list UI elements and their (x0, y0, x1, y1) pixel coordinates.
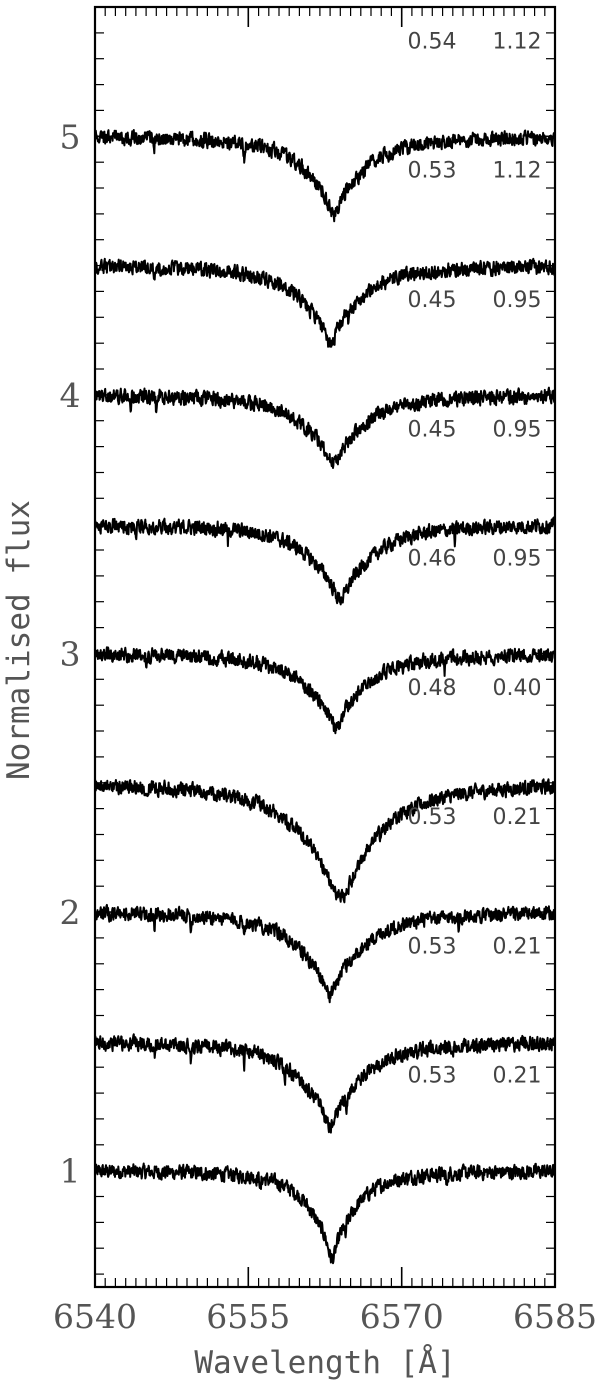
annotation-value: 0.95 (493, 417, 542, 442)
annotation-phase: 0.45 (408, 288, 457, 313)
y-tick-label: 3 (60, 635, 81, 674)
spectrum-line (94, 129, 556, 223)
annotation-value: 0.21 (493, 1064, 542, 1089)
annotation-phase: 0.53 (408, 1064, 457, 1089)
y-tick-label: 4 (60, 376, 81, 415)
y-tick-label: 5 (60, 117, 81, 156)
annotation-phase: 0.54 (408, 29, 457, 54)
x-axis-label: Wavelength [Å] (194, 1345, 455, 1381)
x-tick-label: 6570 (360, 1297, 444, 1336)
spectrum-line (94, 516, 556, 606)
spectrum-line (94, 257, 556, 348)
annotation-phase: 0.53 (408, 159, 457, 184)
plot-frame (93, 5, 557, 1289)
spectrum-annotations: 0.53 0.21 0.53 0.21 0.53 0.21 0.48 0.40 0.46 0.95… (408, 29, 542, 1088)
y-tick-label: 2 (60, 893, 81, 932)
annotation-phase: 0.48 (408, 676, 457, 701)
annotation-value: 1.12 (493, 29, 542, 54)
annotation-phase: 0.53 (408, 805, 457, 830)
annotation-value: 0.40 (493, 676, 542, 701)
spectrum-line (94, 778, 556, 904)
annotation-phase: 0.46 (408, 547, 457, 572)
axis-tick-labels: 6540 6555 6570 6585 1 2 3 4 5 (53, 117, 597, 1336)
spectrum-line (94, 1162, 556, 1265)
annotation-value: 0.21 (493, 934, 542, 959)
annotation-phase: 0.53 (408, 934, 457, 959)
annotation-value: 0.95 (493, 547, 542, 572)
x-tick-label: 6555 (206, 1297, 290, 1336)
spectra-series (94, 129, 556, 1265)
annotation-value: 1.12 (493, 159, 542, 184)
spectrum-line (94, 903, 556, 1004)
annotation-value: 0.95 (493, 288, 542, 313)
x-tick-label: 6585 (513, 1297, 597, 1336)
annotation-phase: 0.45 (408, 417, 457, 442)
spectrum-line (94, 386, 556, 469)
y-axis-label: Normalised flux (1, 500, 37, 780)
y-tick-label: 1 (60, 1152, 81, 1191)
spectrum-line (94, 1033, 556, 1134)
spectrum-line (94, 646, 556, 735)
annotation-value: 0.21 (493, 805, 542, 830)
x-tick-label: 6540 (53, 1297, 137, 1336)
